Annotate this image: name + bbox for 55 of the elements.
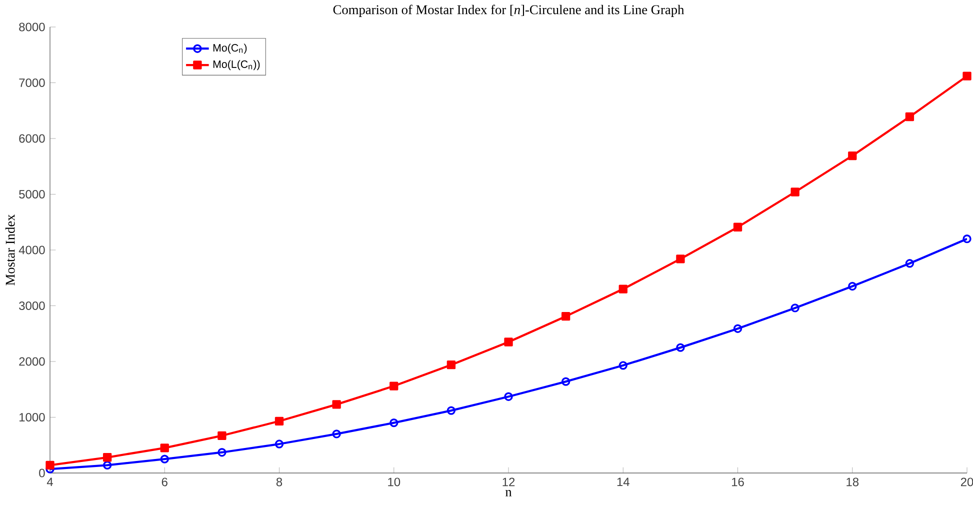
x-tick-label: 20 [960,478,973,486]
y-tick-label: 4000 [18,246,45,254]
y-tick-label: 0 [39,468,45,478]
point [218,431,226,440]
y-tick-label: 6000 [19,134,45,143]
point [848,151,857,160]
point [274,440,284,448]
x-tick-label: 14 [617,478,630,486]
point [160,454,169,464]
chart-title: Comparison of Mostar Index for [n]-Circulene and its Line Graph [333,4,684,17]
y-tick-label: 3000 [19,301,45,310]
point [160,444,169,452]
point [733,222,742,232]
point [905,259,914,268]
y-tick-label: 1000 [20,412,45,422]
point [332,400,341,409]
x-tick-label: 12 [502,478,515,486]
point [790,188,800,196]
x-tick-label: 10 [388,478,400,486]
point [561,377,570,386]
point [102,460,112,470]
x-axis-title: n [505,490,512,496]
point [274,416,284,426]
point [561,312,570,321]
point [102,453,112,462]
point [848,282,857,291]
point [390,382,398,390]
point [46,460,54,470]
point [332,430,341,438]
point [733,324,742,333]
point [676,343,685,352]
point [790,304,800,312]
x-tick-label: 4 [46,478,53,486]
point [446,406,456,415]
point [905,112,914,122]
point [218,448,226,457]
point [962,72,972,80]
y-tick-label: 2000 [19,357,45,366]
point [390,418,398,428]
y-axis-title: Mostar Index [5,214,15,286]
x-tick-label: 6 [162,478,168,486]
y-tick-label: 5000 [19,190,45,199]
point [504,392,513,401]
point [618,284,628,294]
point [676,254,685,264]
y-tick-label: 7000 [19,78,45,88]
x-tick-label: 16 [732,478,744,486]
x-tick-label: 8 [276,478,282,486]
point [446,360,456,370]
legend-label: Mo(L(C$_{n}$)) [213,60,260,70]
y-tick-label: 8000 [19,22,45,32]
legend-label: Mo(C$_{n}$) [213,44,247,54]
point [618,361,628,370]
x-tick-label: 18 [846,478,859,486]
point [504,338,513,346]
